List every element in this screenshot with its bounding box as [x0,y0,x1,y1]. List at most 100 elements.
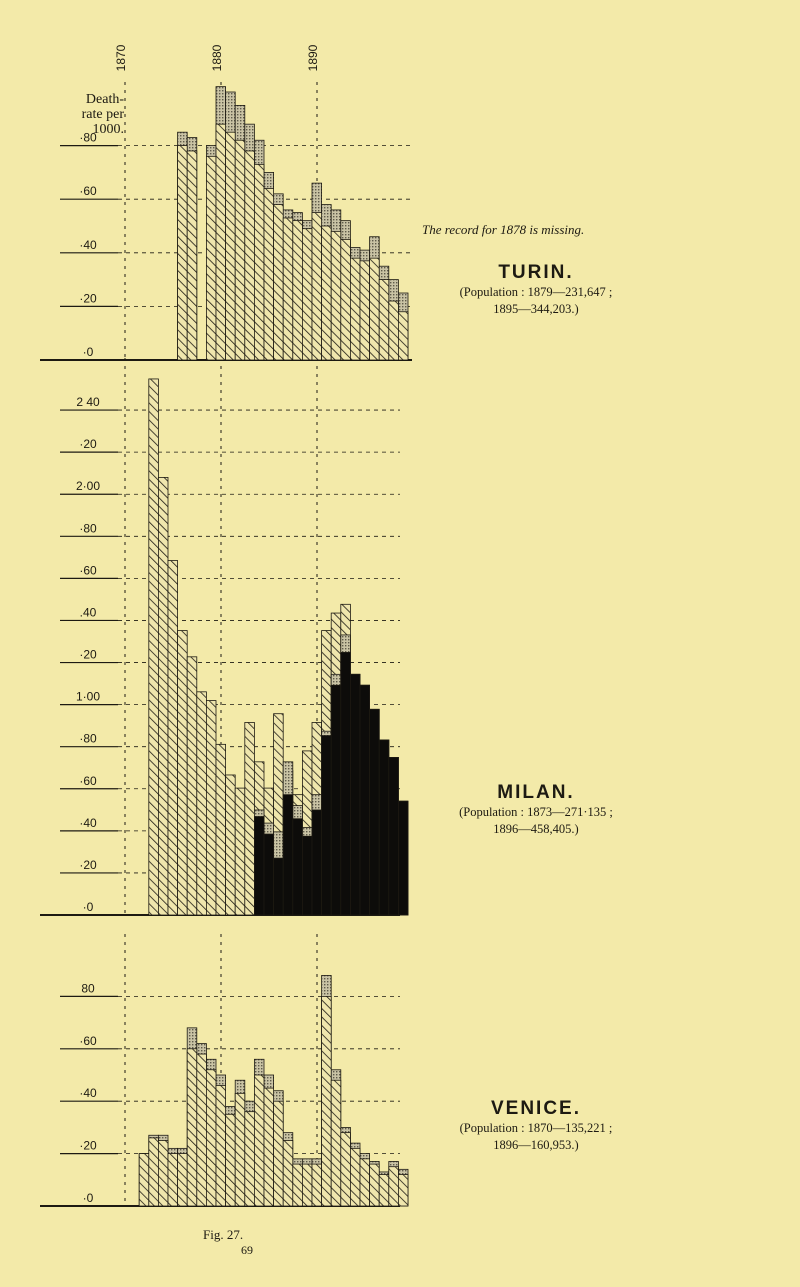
turin-population: (Population : 1879—231,647 ; 1895—344,203… [459,285,613,316]
venice-bar-1885-series-1 [263,1087,275,1207]
y-tick-label: ·20 [79,648,97,662]
venice-legend: VENICE. (Population : 1870—135,221 ; 1896… [420,1098,652,1154]
year-tick-label: 1870 [114,44,128,71]
milan-bar-1897-series-2 [378,739,390,916]
venice-bar-1882-series-1 [234,1092,246,1207]
turin-bar-1879-series-1 [205,155,217,361]
venice-bar-1889-series-1 [301,1163,313,1207]
milan-bar-1881-series-0 [225,774,236,916]
axis-label: Death-rate per 1000. [14,92,124,137]
milan-bar-1892-series-2 [330,684,342,916]
year-tick-label: 1880 [210,44,224,71]
venice-bar-1897-series-1 [378,1174,390,1207]
y-tick-label: ·20 [79,1139,97,1153]
turin-bar-1887-series-1 [282,217,294,361]
venice-bar-1877-series-1 [186,1048,198,1207]
milan-bar-1891-series-2 [321,735,332,916]
venice-bar-1878-series-1 [196,1053,207,1207]
milan-bar-1889-series-2 [301,835,313,916]
y-tick-label: ·80 [79,732,97,746]
y-tick-label: ·80 [79,521,97,535]
bar-marks [138,86,409,1207]
venice-bar-1879-series-1 [205,1069,217,1207]
venice-bar-1881-series-1 [225,1113,236,1207]
milan-bar-1876-series-0 [177,630,188,916]
venice-bar-1895-series-1 [359,1158,371,1207]
missing-record-note: The record for 1878 is missing. [422,222,585,237]
milan-bar-1894-series-2 [349,673,361,916]
venice-bar-1896-series-1 [369,1163,380,1207]
venice-bar-1886-series-1 [273,1100,284,1207]
y-tick-label: ·40 [79,238,97,252]
milan-bar-1874-series-0 [157,476,169,916]
turin-bar-1885-series-1 [263,188,275,361]
venice-bar-1888-series-1 [292,1163,303,1207]
venice-population: (Population : 1870—135,221 ; 1896—160,953… [459,1121,613,1152]
milan-bar-1880-series-0 [215,743,227,916]
y-tick-label: ·60 [79,1034,97,1048]
venice-bar-1893-series-1 [340,1132,351,1207]
milan-bar-1873-series-0 [148,378,159,916]
y-tick-label: .40 [80,605,97,619]
milan-bar-1887-series-2 [282,794,294,916]
milan-population: (Population : 1873—271·135 ; 1896—458,405… [459,805,613,836]
milan-legend: MILAN. (Population : 1873—271·135 ; 1896—… [420,782,652,838]
milan-bar-1878-series-0 [196,691,207,916]
turin-bar-1894-series-1 [349,257,361,361]
turin-bar-1899-series-1 [397,311,409,361]
venice-bar-1876-series-1 [177,1153,188,1207]
milan-bar-1882-series-0 [234,787,246,916]
turin-bar-1888-series-1 [292,220,303,361]
y-tick-label: ·80 [79,131,97,145]
venice-bar-1884-series-1 [253,1074,265,1207]
venice-bar-1887-series-1 [282,1140,294,1207]
y-tick-label: 2·00 [76,479,100,493]
milan-bar-1879-series-0 [205,700,217,916]
y-tick-label: ·40 [79,816,97,830]
page-number: 69 [241,1243,253,1257]
milan-bar-1898-series-2 [388,757,399,916]
venice-title: VENICE. [490,1098,582,1119]
turin-bar-1892-series-1 [330,230,342,361]
y-tick-label: 80 [81,981,95,995]
milan-bar-1888-series-2 [292,818,303,916]
milan-bar-1875-series-0 [167,560,179,916]
y-tick-label: ·0 [83,345,94,359]
tick-labels: 1870 1880 1890 ·0 ·20 ·40 ·60 ·80 ·0 ·20 ·40 ·60 ·80… [76,44,320,1205]
year-tick-label: 1890 [306,44,320,71]
y-tick-label: 2 40 [76,395,100,409]
turin-bar-1883-series-1 [244,150,255,361]
turin-bar-1896-series-1 [369,257,380,361]
turin-bar-1876-series-1 [177,145,188,361]
milan-bar-1886-series-2 [273,857,284,916]
y-tick-label: ·0 [83,1191,94,1205]
milan-bar-1885-series-2 [263,833,275,916]
turin-bar-1886-series-1 [273,204,284,361]
turin-legend: TURIN. (Population : 1879—231,647 ; 1895—… [420,262,652,318]
venice-bar-1894-series-1 [349,1147,361,1207]
axis-label-text: Death-rate per 1000. [81,92,124,137]
y-tick-label: ·60 [79,563,97,577]
venice-bar-1898-series-1 [388,1166,399,1207]
turin-bar-1890-series-1 [311,212,323,361]
turin-bar-1891-series-1 [321,225,332,361]
turin-bar-1877-series-1 [186,150,198,361]
milan-bar-1883-series-0 [244,722,255,916]
milan-bar-1884-series-2 [253,816,265,916]
y-tick-label: 1·00 [76,690,100,704]
venice-bar-1890-series-1 [311,1163,323,1207]
y-tick-label: ·0 [83,900,94,914]
venice-bar-1899-series-1 [397,1174,409,1207]
y-tick-label: ·40 [79,1086,97,1100]
venice-bar-1883-series-1 [244,1111,255,1207]
turin-bar-1893-series-1 [340,238,351,361]
y-tick-label: ·20 [79,437,97,451]
turin-bar-1898-series-1 [388,300,399,361]
milan-bar-1899-series-2 [397,800,409,916]
y-tick-label: ·20 [79,291,97,305]
milan-bar-1890-series-2 [311,809,323,916]
venice-bar-1875-series-1 [167,1153,179,1207]
figure-caption: Fig. 27. [203,1227,244,1242]
turin-title: TURIN. [498,262,574,283]
milan-bar-1893-series-2 [340,652,351,916]
